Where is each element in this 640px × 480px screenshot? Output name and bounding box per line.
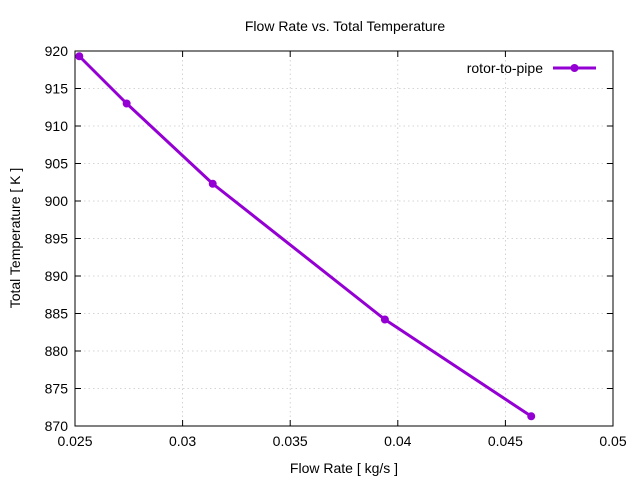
- legend-marker: [570, 64, 579, 72]
- y-axis-label: Total Temperature [ K ]: [7, 168, 23, 309]
- data-point: [122, 99, 131, 108]
- plot-frame: [74, 50, 614, 427]
- series-line: [78, 55, 533, 418]
- x-tick-label: 0.04: [384, 433, 411, 449]
- axis-ticks: 0.025 0.03 0.035 0.04 0.045 0.05 870 875 880 885 8…: [45, 43, 627, 449]
- legend: rotor-to-pipe: [467, 60, 596, 76]
- x-tick-label: 0.025: [57, 433, 92, 449]
- y-tick-label: 920: [45, 43, 69, 59]
- grid: [75, 51, 613, 426]
- x-tick-label: 0.03: [169, 433, 196, 449]
- chart-title: Flow Rate vs. Total Temperature: [245, 18, 445, 34]
- data-point: [527, 412, 536, 421]
- data-point: [380, 315, 389, 324]
- y-tick-label: 915: [45, 81, 69, 97]
- y-tick-label: 905: [45, 156, 69, 172]
- y-tick-label: 885: [45, 306, 69, 322]
- y-tick-label: 870: [45, 418, 69, 434]
- y-tick-label: 880: [45, 343, 69, 359]
- data-point: [208, 179, 217, 188]
- x-tick-label: 0.045: [488, 433, 523, 449]
- y-tick-label: 910: [45, 118, 69, 134]
- y-tick-label: 875: [45, 381, 69, 397]
- x-tick-label: 0.05: [599, 433, 626, 449]
- series-layer: [75, 52, 536, 421]
- x-axis-label: Flow Rate [ kg/s ]: [290, 460, 398, 476]
- y-tick-label: 895: [45, 231, 69, 247]
- y-tick-label: 890: [45, 268, 69, 284]
- data-point: [75, 52, 84, 61]
- legend-label: rotor-to-pipe: [467, 60, 543, 76]
- y-tick-label: 900: [45, 193, 69, 209]
- x-tick-label: 0.035: [273, 433, 308, 449]
